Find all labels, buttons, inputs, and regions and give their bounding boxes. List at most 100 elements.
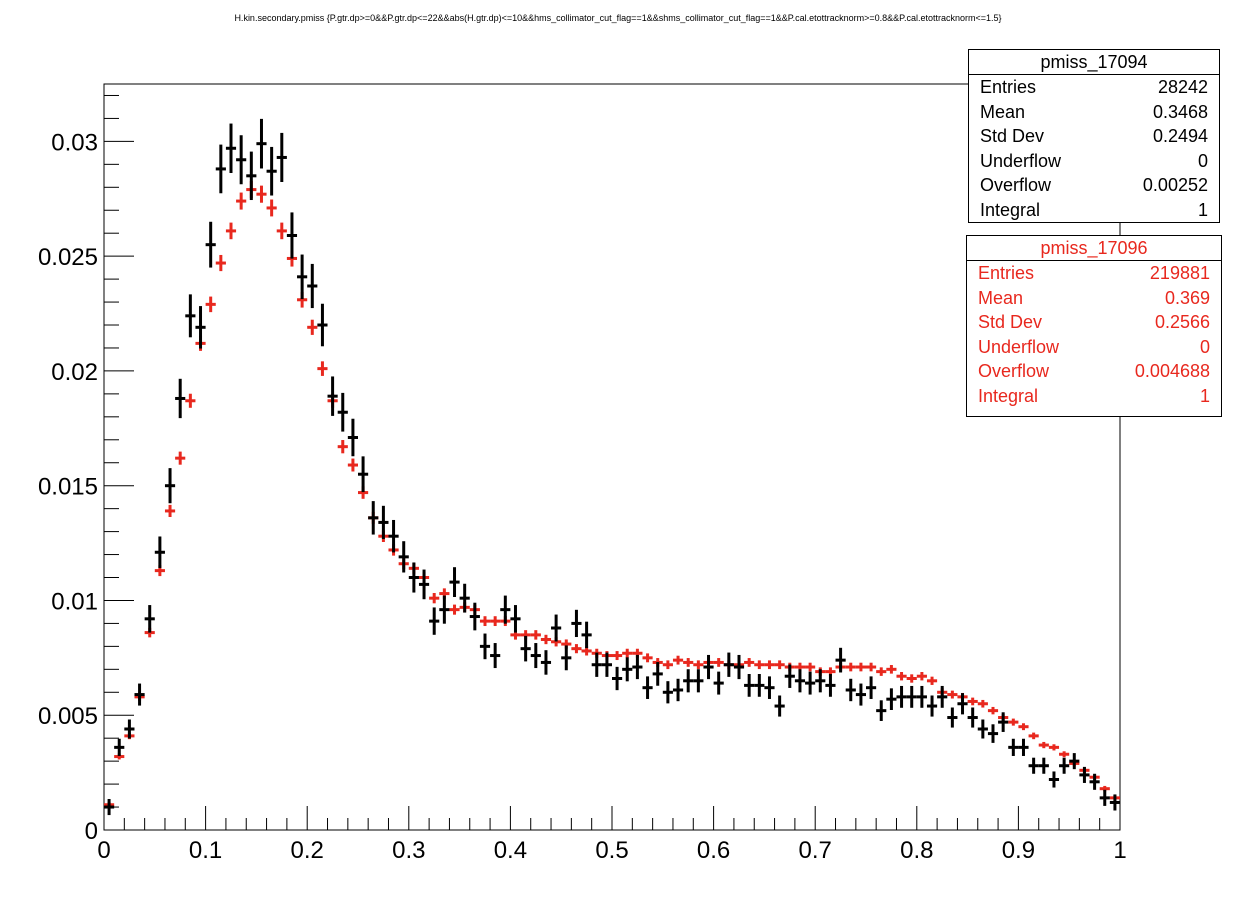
data-point bbox=[1109, 794, 1120, 811]
data-point bbox=[266, 146, 277, 196]
data-point bbox=[642, 653, 653, 663]
stats-box-pmiss-17096: pmiss_17096 Entries 219881 Mean 0.369 Std … bbox=[966, 235, 1222, 417]
stats-label: Std Dev bbox=[978, 312, 1043, 333]
data-point bbox=[825, 674, 836, 697]
data-point bbox=[1048, 771, 1060, 788]
data-point bbox=[764, 660, 775, 670]
stats-box-title: pmiss_17096 bbox=[967, 236, 1221, 261]
stats-row-mean: Mean 0.369 bbox=[967, 286, 1221, 311]
stats-row-overflow: Overflow 0.004688 bbox=[967, 359, 1221, 384]
data-point bbox=[134, 683, 145, 706]
series-pmiss_17094 bbox=[104, 118, 1120, 816]
stats-row-integral: Integral 1 bbox=[969, 198, 1219, 223]
data-point bbox=[937, 685, 948, 708]
data-point bbox=[408, 562, 419, 593]
x-tick-label: 0.7 bbox=[799, 837, 832, 864]
data-point bbox=[256, 118, 267, 169]
data-point bbox=[378, 505, 389, 540]
data-point bbox=[713, 671, 724, 695]
stats-box-title: pmiss_17094 bbox=[969, 50, 1219, 75]
x-tick-label: 0.9 bbox=[1002, 837, 1035, 864]
stats-value: 219881 bbox=[1149, 263, 1210, 283]
data-point bbox=[774, 660, 785, 670]
data-point bbox=[307, 319, 318, 335]
data-point bbox=[358, 456, 369, 493]
data-point bbox=[805, 662, 816, 672]
stats-row-mean: Mean 0.3468 bbox=[969, 100, 1219, 125]
x-tick-label: 0.1 bbox=[189, 837, 222, 864]
data-point bbox=[286, 212, 298, 259]
data-point bbox=[1028, 757, 1039, 774]
data-point bbox=[1089, 773, 1100, 790]
data-point bbox=[744, 674, 755, 697]
data-point bbox=[642, 676, 653, 699]
data-point bbox=[876, 667, 887, 676]
stats-label: Std Dev bbox=[980, 126, 1045, 147]
data-point bbox=[693, 669, 704, 693]
data-point bbox=[520, 635, 531, 662]
data-point bbox=[347, 418, 358, 457]
data-point bbox=[154, 536, 165, 569]
data-point bbox=[124, 719, 135, 739]
data-point bbox=[744, 658, 755, 667]
stats-value: 0 bbox=[1197, 150, 1208, 171]
data-point bbox=[754, 674, 765, 697]
data-point bbox=[236, 135, 247, 185]
stats-value: 0.00252 bbox=[1142, 175, 1208, 196]
data-point bbox=[683, 669, 694, 693]
data-point bbox=[926, 676, 938, 685]
data-point bbox=[205, 221, 216, 268]
data-point bbox=[662, 681, 673, 704]
y-tick-label: 0 bbox=[85, 818, 98, 845]
data-point bbox=[703, 654, 714, 680]
stats-row-entries: Entries 28242 bbox=[969, 75, 1219, 100]
data-point bbox=[947, 690, 958, 699]
data-point bbox=[551, 614, 562, 642]
data-point bbox=[713, 658, 724, 667]
data-point bbox=[347, 458, 358, 472]
data-point bbox=[256, 185, 267, 203]
data-point bbox=[1059, 757, 1070, 774]
data-point bbox=[418, 569, 430, 600]
y-tick-label: 0.015 bbox=[38, 474, 98, 501]
data-point bbox=[591, 652, 602, 677]
data-point bbox=[276, 222, 287, 240]
data-point bbox=[459, 583, 470, 613]
data-point bbox=[723, 652, 734, 677]
stats-value: 0.004688 bbox=[1134, 361, 1210, 382]
data-point bbox=[1069, 753, 1080, 770]
data-point bbox=[246, 151, 257, 201]
x-tick-label: 0.4 bbox=[494, 837, 527, 864]
stats-label: Mean bbox=[978, 287, 1024, 308]
stats-value: 0.2566 bbox=[1154, 312, 1210, 333]
data-point bbox=[977, 699, 988, 708]
data-point bbox=[805, 671, 816, 695]
data-point bbox=[672, 655, 684, 665]
y-tick-label: 0.025 bbox=[38, 244, 98, 271]
stats-label: Integral bbox=[980, 199, 1041, 220]
data-point bbox=[1018, 738, 1029, 756]
data-point bbox=[1038, 741, 1049, 749]
data-point bbox=[185, 294, 196, 338]
data-point bbox=[672, 678, 684, 702]
data-point bbox=[764, 676, 775, 699]
data-point bbox=[754, 660, 765, 670]
data-point bbox=[845, 662, 856, 672]
data-point bbox=[114, 738, 125, 756]
data-point bbox=[886, 688, 897, 710]
data-point bbox=[469, 602, 480, 631]
data-point bbox=[276, 132, 287, 183]
data-point bbox=[784, 664, 795, 688]
data-point bbox=[185, 393, 196, 408]
data-point bbox=[215, 144, 226, 194]
data-point bbox=[449, 604, 460, 615]
data-point bbox=[500, 595, 511, 624]
data-point bbox=[1008, 738, 1019, 756]
data-point bbox=[368, 501, 379, 535]
data-point bbox=[622, 648, 633, 658]
data-point bbox=[327, 376, 338, 416]
stats-value: 1 bbox=[1197, 199, 1208, 220]
chart-title: H.kin.secondary.pmiss {P.gtr.dp>=0&&P.gt… bbox=[234, 13, 1002, 23]
data-point bbox=[490, 643, 501, 669]
data-point bbox=[967, 697, 978, 706]
